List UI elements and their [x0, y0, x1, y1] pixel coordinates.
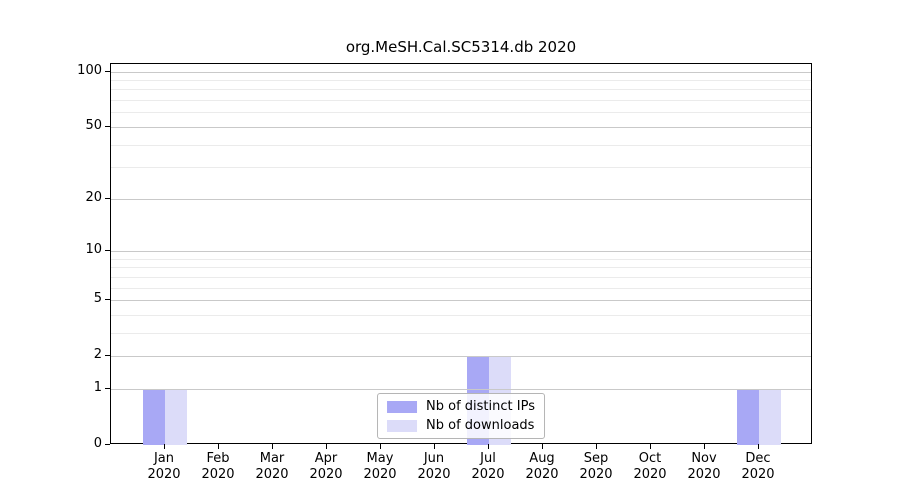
- x-tick-jan: [164, 444, 165, 449]
- gridline-10: [111, 251, 811, 252]
- gridline-30: [111, 167, 811, 169]
- gridline-2: [111, 356, 811, 358]
- x-tick-label-mar: Mar 2020: [255, 451, 289, 482]
- y-tick-label-50: 50: [85, 117, 102, 133]
- x-tick-jul: [488, 444, 489, 449]
- x-tick-label-apr: Apr 2020: [309, 451, 343, 482]
- y-tick-5: [105, 299, 110, 301]
- x-tick-apr: [326, 444, 327, 449]
- x-tick-label-nov: Nov 2020: [687, 451, 721, 482]
- gridline-4: [111, 314, 811, 316]
- x-tick-mar: [272, 444, 273, 449]
- y-tick-label-100: 100: [77, 62, 102, 78]
- y-tick-0: [105, 444, 110, 445]
- legend-item-downloads: Nb of downloads: [387, 418, 535, 433]
- gridline-3: [111, 332, 811, 334]
- legend-label-distinct-ips: Nb of distinct IPs: [426, 399, 535, 414]
- y-tick-label-20: 20: [85, 189, 102, 205]
- x-tick-label-dec: Dec 2020: [741, 451, 775, 482]
- y-tick-label-2: 2: [93, 347, 102, 363]
- legend-swatch-distinct-ips: [387, 400, 418, 413]
- y-tick-50: [105, 125, 110, 127]
- y-tick-label-10: 10: [85, 242, 102, 257]
- x-tick-label-jun: Jun 2020: [417, 451, 451, 482]
- legend: Nb of distinct IPs Nb of downloads: [377, 393, 545, 439]
- gridline-5: [111, 300, 811, 302]
- x-tick-label-may: May 2020: [363, 451, 397, 482]
- x-tick-may: [380, 444, 381, 449]
- gridline-60: [111, 112, 811, 114]
- bar-dec-downloads: [759, 388, 781, 445]
- gridline-20: [111, 198, 811, 200]
- bar-jan-downloads: [165, 388, 187, 445]
- x-tick-oct: [650, 444, 651, 449]
- x-tick-label-aug: Aug 2020: [525, 451, 559, 482]
- legend-item-distinct-ips: Nb of distinct IPs: [387, 399, 535, 414]
- bar-dec-distinct-ips: [737, 388, 759, 445]
- y-tick-label-5: 5: [93, 291, 102, 307]
- gridline-90: [111, 80, 811, 82]
- gridline-1: [111, 388, 811, 390]
- y-tick-label-1: 1: [93, 379, 102, 395]
- x-tick-label-oct: Oct 2020: [633, 451, 667, 482]
- legend-label-downloads: Nb of downloads: [426, 418, 535, 433]
- bar-jan-distinct-ips: [143, 388, 165, 445]
- y-tick-1: [105, 387, 110, 389]
- y-tick-2: [105, 355, 110, 357]
- gridline-7: [111, 276, 811, 278]
- x-tick-label-jan: Jan 2020: [147, 451, 181, 482]
- chart-title: org.MeSH.Cal.SC5314.db 2020: [345, 38, 577, 56]
- y-tick-20: [105, 197, 110, 199]
- gridline-6: [111, 287, 811, 289]
- x-tick-aug: [542, 444, 543, 449]
- x-tick-label-jul: Jul 2020: [471, 451, 505, 482]
- x-tick-label-sep: Sep 2020: [579, 451, 613, 482]
- gridline-100: [111, 71, 811, 73]
- legend-swatch-downloads: [387, 419, 418, 432]
- gridline-80: [111, 89, 811, 91]
- y-tick-10: [105, 250, 110, 251]
- y-tick-label-0: 0: [93, 436, 102, 451]
- y-tick-100: [105, 70, 110, 72]
- gridline-50: [111, 126, 811, 128]
- x-tick-nov: [704, 444, 705, 449]
- x-tick-jun: [434, 444, 435, 449]
- x-tick-label-feb: Feb 2020: [201, 451, 235, 482]
- gridline-70: [111, 100, 811, 102]
- x-tick-dec: [758, 444, 759, 449]
- gridline-9: [111, 258, 811, 260]
- gridline-8: [111, 267, 811, 269]
- x-tick-feb: [218, 444, 219, 449]
- plot-area: Nb of distinct IPs Nb of downloads: [110, 63, 812, 445]
- x-tick-sep: [596, 444, 597, 449]
- gridline-40: [111, 144, 811, 146]
